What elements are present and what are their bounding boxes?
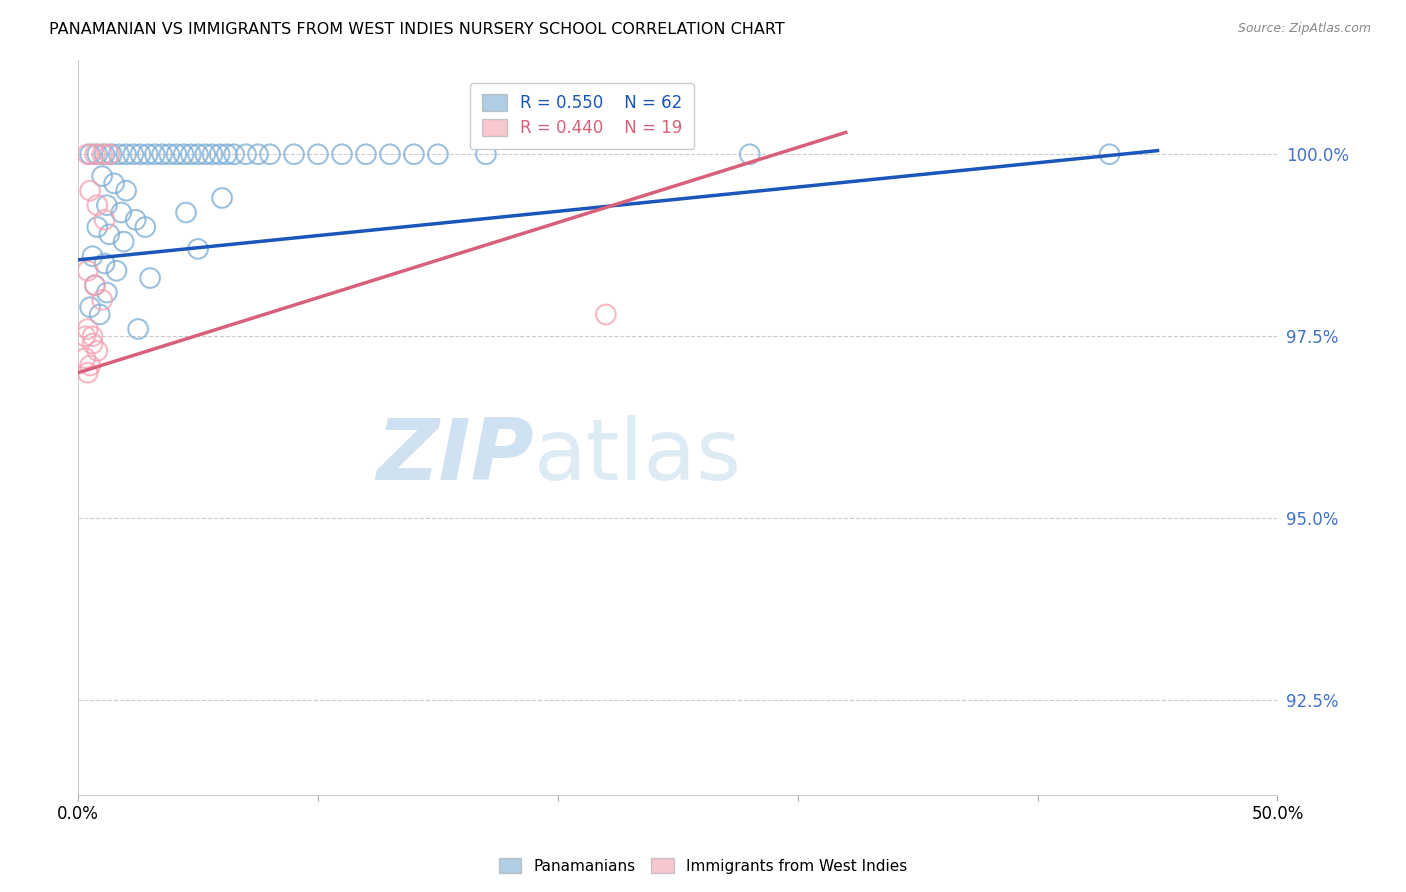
Point: [247, 147, 270, 161]
Point: [79, 184, 101, 198]
Point: [86, 343, 108, 358]
Point: [96, 198, 118, 212]
Point: [235, 147, 257, 161]
Point: [354, 147, 377, 161]
Point: [127, 322, 149, 336]
Point: [75, 329, 97, 343]
Point: [108, 147, 131, 161]
Text: atlas: atlas: [534, 416, 742, 499]
Point: [208, 147, 231, 161]
Point: [259, 147, 281, 161]
Point: [166, 147, 188, 161]
Point: [187, 242, 209, 256]
Point: [115, 184, 138, 198]
Legend: Panamanians, Immigrants from West Indies: Panamanians, Immigrants from West Indies: [492, 852, 914, 880]
Point: [122, 147, 145, 161]
Point: [475, 147, 498, 161]
Point: [283, 147, 305, 161]
Point: [134, 220, 156, 235]
Text: Source: ZipAtlas.com: Source: ZipAtlas.com: [1237, 22, 1371, 36]
Point: [93, 212, 115, 227]
Point: [82, 336, 104, 351]
Point: [173, 147, 195, 161]
Point: [103, 177, 125, 191]
Point: [84, 278, 107, 293]
Point: [330, 147, 353, 161]
Point: [79, 359, 101, 373]
Text: PANAMANIAN VS IMMIGRANTS FROM WEST INDIES NURSERY SCHOOL CORRELATION CHART: PANAMANIAN VS IMMIGRANTS FROM WEST INDIE…: [49, 22, 785, 37]
Point: [180, 147, 202, 161]
Point: [595, 308, 617, 322]
Point: [201, 147, 224, 161]
Point: [157, 147, 180, 161]
Point: [98, 227, 121, 242]
Point: [139, 271, 162, 285]
Point: [91, 169, 114, 183]
Point: [378, 147, 401, 161]
Point: [426, 147, 449, 161]
Point: [93, 256, 115, 270]
Point: [125, 212, 148, 227]
Point: [91, 293, 114, 307]
Point: [76, 147, 98, 161]
Point: [76, 264, 98, 278]
Point: [174, 205, 197, 219]
Point: [79, 147, 101, 161]
Point: [222, 147, 245, 161]
Legend: R = 0.550    N = 62, R = 0.440    N = 19: R = 0.550 N = 62, R = 0.440 N = 19: [470, 83, 693, 149]
Point: [100, 147, 122, 161]
Point: [136, 147, 159, 161]
Point: [187, 147, 209, 161]
Point: [79, 300, 101, 314]
Point: [84, 278, 107, 293]
Point: [93, 147, 115, 161]
Point: [89, 308, 111, 322]
Point: [143, 147, 166, 161]
Point: [112, 235, 135, 249]
Point: [82, 249, 104, 263]
Text: ZIP: ZIP: [377, 416, 534, 499]
Point: [1098, 147, 1121, 161]
Point: [82, 329, 104, 343]
Point: [75, 351, 97, 366]
Point: [115, 147, 138, 161]
Point: [86, 198, 108, 212]
Point: [150, 147, 173, 161]
Point: [194, 147, 217, 161]
Point: [84, 147, 107, 161]
Point: [738, 147, 761, 161]
Point: [91, 147, 114, 161]
Point: [211, 191, 233, 205]
Point: [129, 147, 152, 161]
Point: [76, 366, 98, 380]
Point: [96, 285, 118, 300]
Point: [86, 220, 108, 235]
Point: [307, 147, 329, 161]
Point: [110, 205, 132, 219]
Point: [215, 147, 238, 161]
Point: [402, 147, 425, 161]
Point: [76, 322, 98, 336]
Point: [105, 264, 128, 278]
Point: [86, 147, 108, 161]
Point: [98, 147, 121, 161]
